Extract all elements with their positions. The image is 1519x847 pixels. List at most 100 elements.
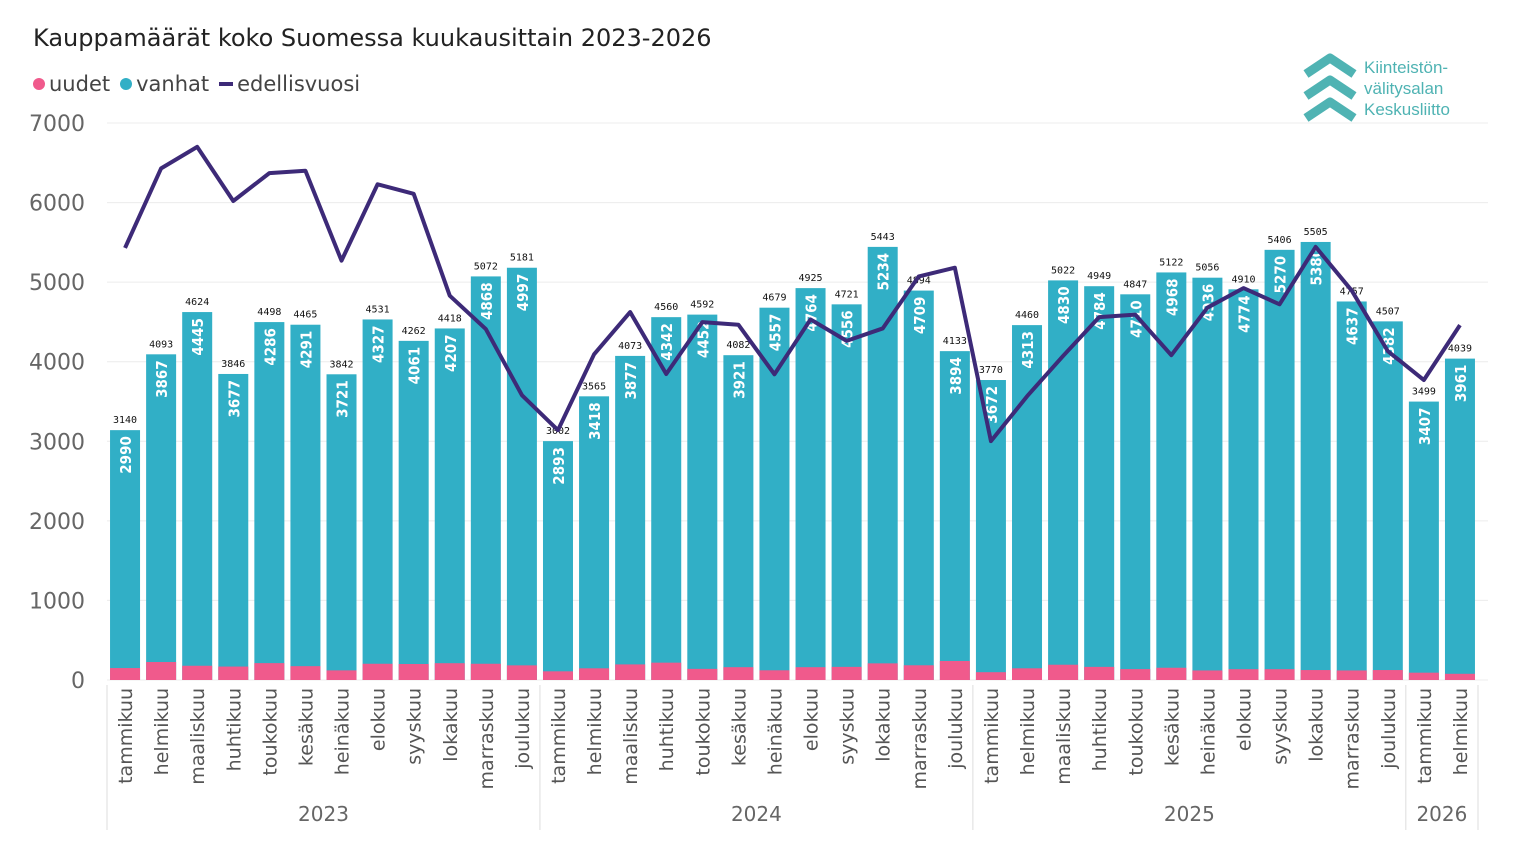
bar-vanhat — [579, 396, 610, 680]
month-label: lokakuu — [1306, 688, 1328, 762]
y-tick-label: 1000 — [29, 589, 85, 614]
month-label: elokuu — [368, 688, 390, 751]
vanhat-label: 4710 — [1127, 300, 1145, 338]
vanhat-label: 3961 — [1452, 365, 1470, 403]
bar-uudet — [579, 668, 610, 680]
legend-marker-vanhat — [120, 78, 133, 90]
bar-vanhat — [290, 324, 321, 680]
legend-item-vanhat[interactable]: vanhat — [120, 72, 209, 96]
vanhat-label: 4557 — [766, 314, 784, 352]
month-label: syyskuu — [837, 688, 859, 765]
total-label: 4073 — [618, 341, 642, 352]
bar-uudet — [506, 665, 537, 680]
bar-uudet — [146, 662, 177, 680]
bar-vanhat — [1264, 249, 1295, 680]
vanhat-label: 4968 — [1163, 278, 1181, 316]
bar-vanhat — [903, 290, 934, 680]
bar-uudet — [1372, 670, 1403, 680]
month-label: kesäkuu — [1161, 688, 1183, 766]
vanhat-label: 3921 — [730, 361, 748, 399]
vanhat-label: 4637 — [1344, 307, 1362, 345]
legend-marker-edellisvuosi — [219, 82, 234, 86]
month-label: tammikuu — [548, 688, 570, 784]
month-label: tammikuu — [115, 688, 137, 784]
bar-uudet — [1264, 669, 1295, 680]
month-label: helmikuu — [1017, 688, 1039, 775]
bar-vanhat — [362, 319, 393, 680]
vanhat-label: 3721 — [334, 380, 352, 418]
bar-uudet — [1012, 668, 1043, 680]
bar-vanhat — [1156, 272, 1187, 680]
bar-uudet — [110, 668, 141, 680]
y-tick-label: 3000 — [29, 430, 85, 455]
vanhat-label: 4327 — [370, 325, 388, 363]
total-label: 5505 — [1304, 227, 1328, 238]
month-label: maaliskuu — [620, 688, 642, 785]
total-label: 5022 — [1051, 265, 1075, 276]
bar-vanhat — [1336, 301, 1367, 680]
vanhat-label: 5380 — [1308, 248, 1326, 286]
total-label: 3140 — [113, 415, 137, 426]
vanhat-label: 4868 — [478, 282, 496, 320]
vanhat-label: 5234 — [875, 253, 893, 291]
bar-vanhat — [506, 267, 537, 680]
vanhat-label: 3867 — [153, 360, 171, 398]
y-tick-label: 6000 — [29, 192, 85, 217]
total-label: 4133 — [943, 336, 967, 347]
chevrons-logo-icon — [1303, 53, 1357, 122]
bar-uudet — [903, 665, 934, 680]
month-label: elokuu — [801, 688, 823, 751]
bar-uudet — [470, 663, 501, 680]
bar-uudet — [795, 667, 826, 680]
bar-vanhat — [795, 288, 826, 680]
bar-vanhat — [1372, 321, 1403, 680]
bar-vanhat — [110, 430, 141, 680]
bar-vanhat — [470, 276, 501, 680]
bar-vanhat — [939, 351, 970, 680]
total-label: 4460 — [1015, 310, 1039, 321]
total-label: 4560 — [654, 302, 678, 313]
legend-item-uudet[interactable]: uudet — [33, 72, 110, 96]
legend: uudet vanhat edellisvuosi — [33, 72, 360, 96]
logo-line: Kiinteistön- — [1364, 57, 1449, 77]
bar-vanhat — [182, 312, 213, 680]
bar-vanhat — [867, 246, 898, 681]
total-label: 4262 — [402, 326, 426, 337]
bar-vanhat — [615, 355, 646, 680]
bar-uudet — [1156, 667, 1187, 680]
total-label: 5443 — [871, 232, 895, 243]
month-label: kesäkuu — [295, 688, 317, 766]
vanhat-label: 3677 — [225, 380, 243, 418]
bar-uudet — [1192, 670, 1223, 680]
legend-item-edellisvuosi[interactable]: edellisvuosi — [219, 72, 360, 96]
bar-uudet — [759, 670, 790, 680]
total-label: 4679 — [762, 293, 786, 304]
total-label: 5056 — [1195, 263, 1219, 274]
legend-label: uudet — [49, 72, 111, 96]
y-tick-label: 7000 — [29, 112, 85, 137]
year-label: 2024 — [731, 802, 782, 826]
vanhat-label: 4342 — [658, 323, 676, 361]
bar-uudet — [975, 672, 1006, 680]
bar-vanhat — [1048, 280, 1079, 680]
total-label: 4910 — [1231, 274, 1255, 285]
bar-vanhat — [542, 441, 573, 680]
month-label: marraskuu — [476, 688, 498, 790]
bar-uudet — [867, 663, 898, 680]
bar-uudet — [434, 663, 465, 680]
total-label: 3770 — [979, 365, 1003, 376]
month-label: lokakuu — [873, 688, 895, 762]
month-label: huhtikuu — [223, 688, 245, 771]
bar-vanhat — [759, 307, 790, 680]
bar-uudet — [687, 668, 718, 680]
bar-uudet — [1444, 673, 1475, 680]
month-label: marraskuu — [1342, 688, 1364, 790]
y-tick-label: 4000 — [29, 351, 85, 376]
month-label: tammikuu — [1414, 688, 1436, 784]
month-label: marraskuu — [909, 688, 931, 790]
bar-vanhat — [1192, 277, 1223, 680]
bar-uudet — [831, 666, 862, 680]
vanhat-label: 4291 — [297, 331, 315, 369]
total-label: 4498 — [257, 307, 281, 318]
